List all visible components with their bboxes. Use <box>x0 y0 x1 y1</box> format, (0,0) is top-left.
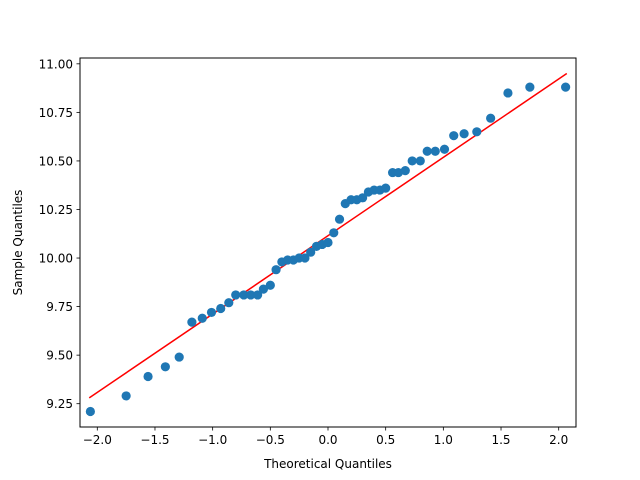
data-point <box>85 406 95 417</box>
data-point <box>300 253 310 263</box>
y-tick-label: 10.50 <box>39 154 73 168</box>
data-point <box>329 228 339 238</box>
data-point <box>393 167 403 178</box>
data-point <box>503 88 513 98</box>
data-point <box>224 298 234 308</box>
y-axis-ticks: 9.25 9.50 9.75 10.00 10.25 10.50 10.75 11.00 <box>39 57 80 411</box>
y-tick-label: 9.75 <box>46 300 73 314</box>
data-point <box>334 214 345 224</box>
data-points <box>85 82 571 417</box>
reference-line-group <box>88 72 568 399</box>
y-tick-label: 11.00 <box>39 57 73 71</box>
x-tick-label: −2.0 <box>83 433 112 447</box>
x-tick-label: 0.0 <box>318 433 337 447</box>
data-point <box>239 290 249 300</box>
data-point <box>231 290 241 300</box>
x-axis-ticks: −2.0 −1.5 −1.0 −0.5 0.0 0.5 1.0 1.5 2.0 <box>83 427 568 447</box>
x-tick-label: −1.5 <box>140 433 169 447</box>
x-tick-label: −0.5 <box>256 433 285 447</box>
data-point <box>323 237 333 248</box>
y-tick-label: 9.25 <box>46 397 73 411</box>
data-point <box>246 290 256 300</box>
data-point <box>430 146 440 156</box>
plot-frame <box>79 57 577 428</box>
data-point <box>486 113 496 123</box>
data-point <box>187 317 197 327</box>
reference-line <box>88 72 568 399</box>
y-tick-label: 9.50 <box>46 349 73 363</box>
x-tick-label: 1.0 <box>434 433 453 447</box>
data-point <box>253 290 263 300</box>
data-point <box>160 362 170 372</box>
data-point <box>525 82 535 92</box>
data-point <box>472 127 482 137</box>
data-point <box>174 352 184 362</box>
x-tick-label: −1.0 <box>198 433 227 447</box>
data-point <box>358 193 368 203</box>
data-point <box>422 146 432 156</box>
data-point <box>439 144 450 154</box>
data-point <box>561 82 571 92</box>
y-axis-label: Sample Quantiles <box>11 190 25 296</box>
data-point <box>381 183 391 193</box>
data-point <box>121 391 131 401</box>
data-point <box>415 156 425 166</box>
data-point <box>197 313 207 323</box>
data-point <box>400 166 410 176</box>
x-tick-label: 0.5 <box>376 433 395 447</box>
data-point <box>265 280 275 290</box>
x-tick-label: 1.5 <box>491 433 510 447</box>
data-point <box>459 129 469 139</box>
data-point <box>271 265 281 275</box>
y-tick-label: 10.75 <box>39 106 73 120</box>
x-axis-label: Theoretical Quantiles <box>263 457 392 471</box>
x-tick-label: 2.0 <box>549 433 568 447</box>
data-point <box>216 303 226 314</box>
y-tick-label: 10.25 <box>39 203 73 217</box>
data-point <box>407 156 417 166</box>
data-point <box>258 284 269 294</box>
data-point <box>143 371 153 382</box>
y-tick-label: 10.00 <box>39 252 73 266</box>
data-point <box>449 131 459 141</box>
data-point <box>306 247 316 257</box>
data-point <box>206 307 217 318</box>
